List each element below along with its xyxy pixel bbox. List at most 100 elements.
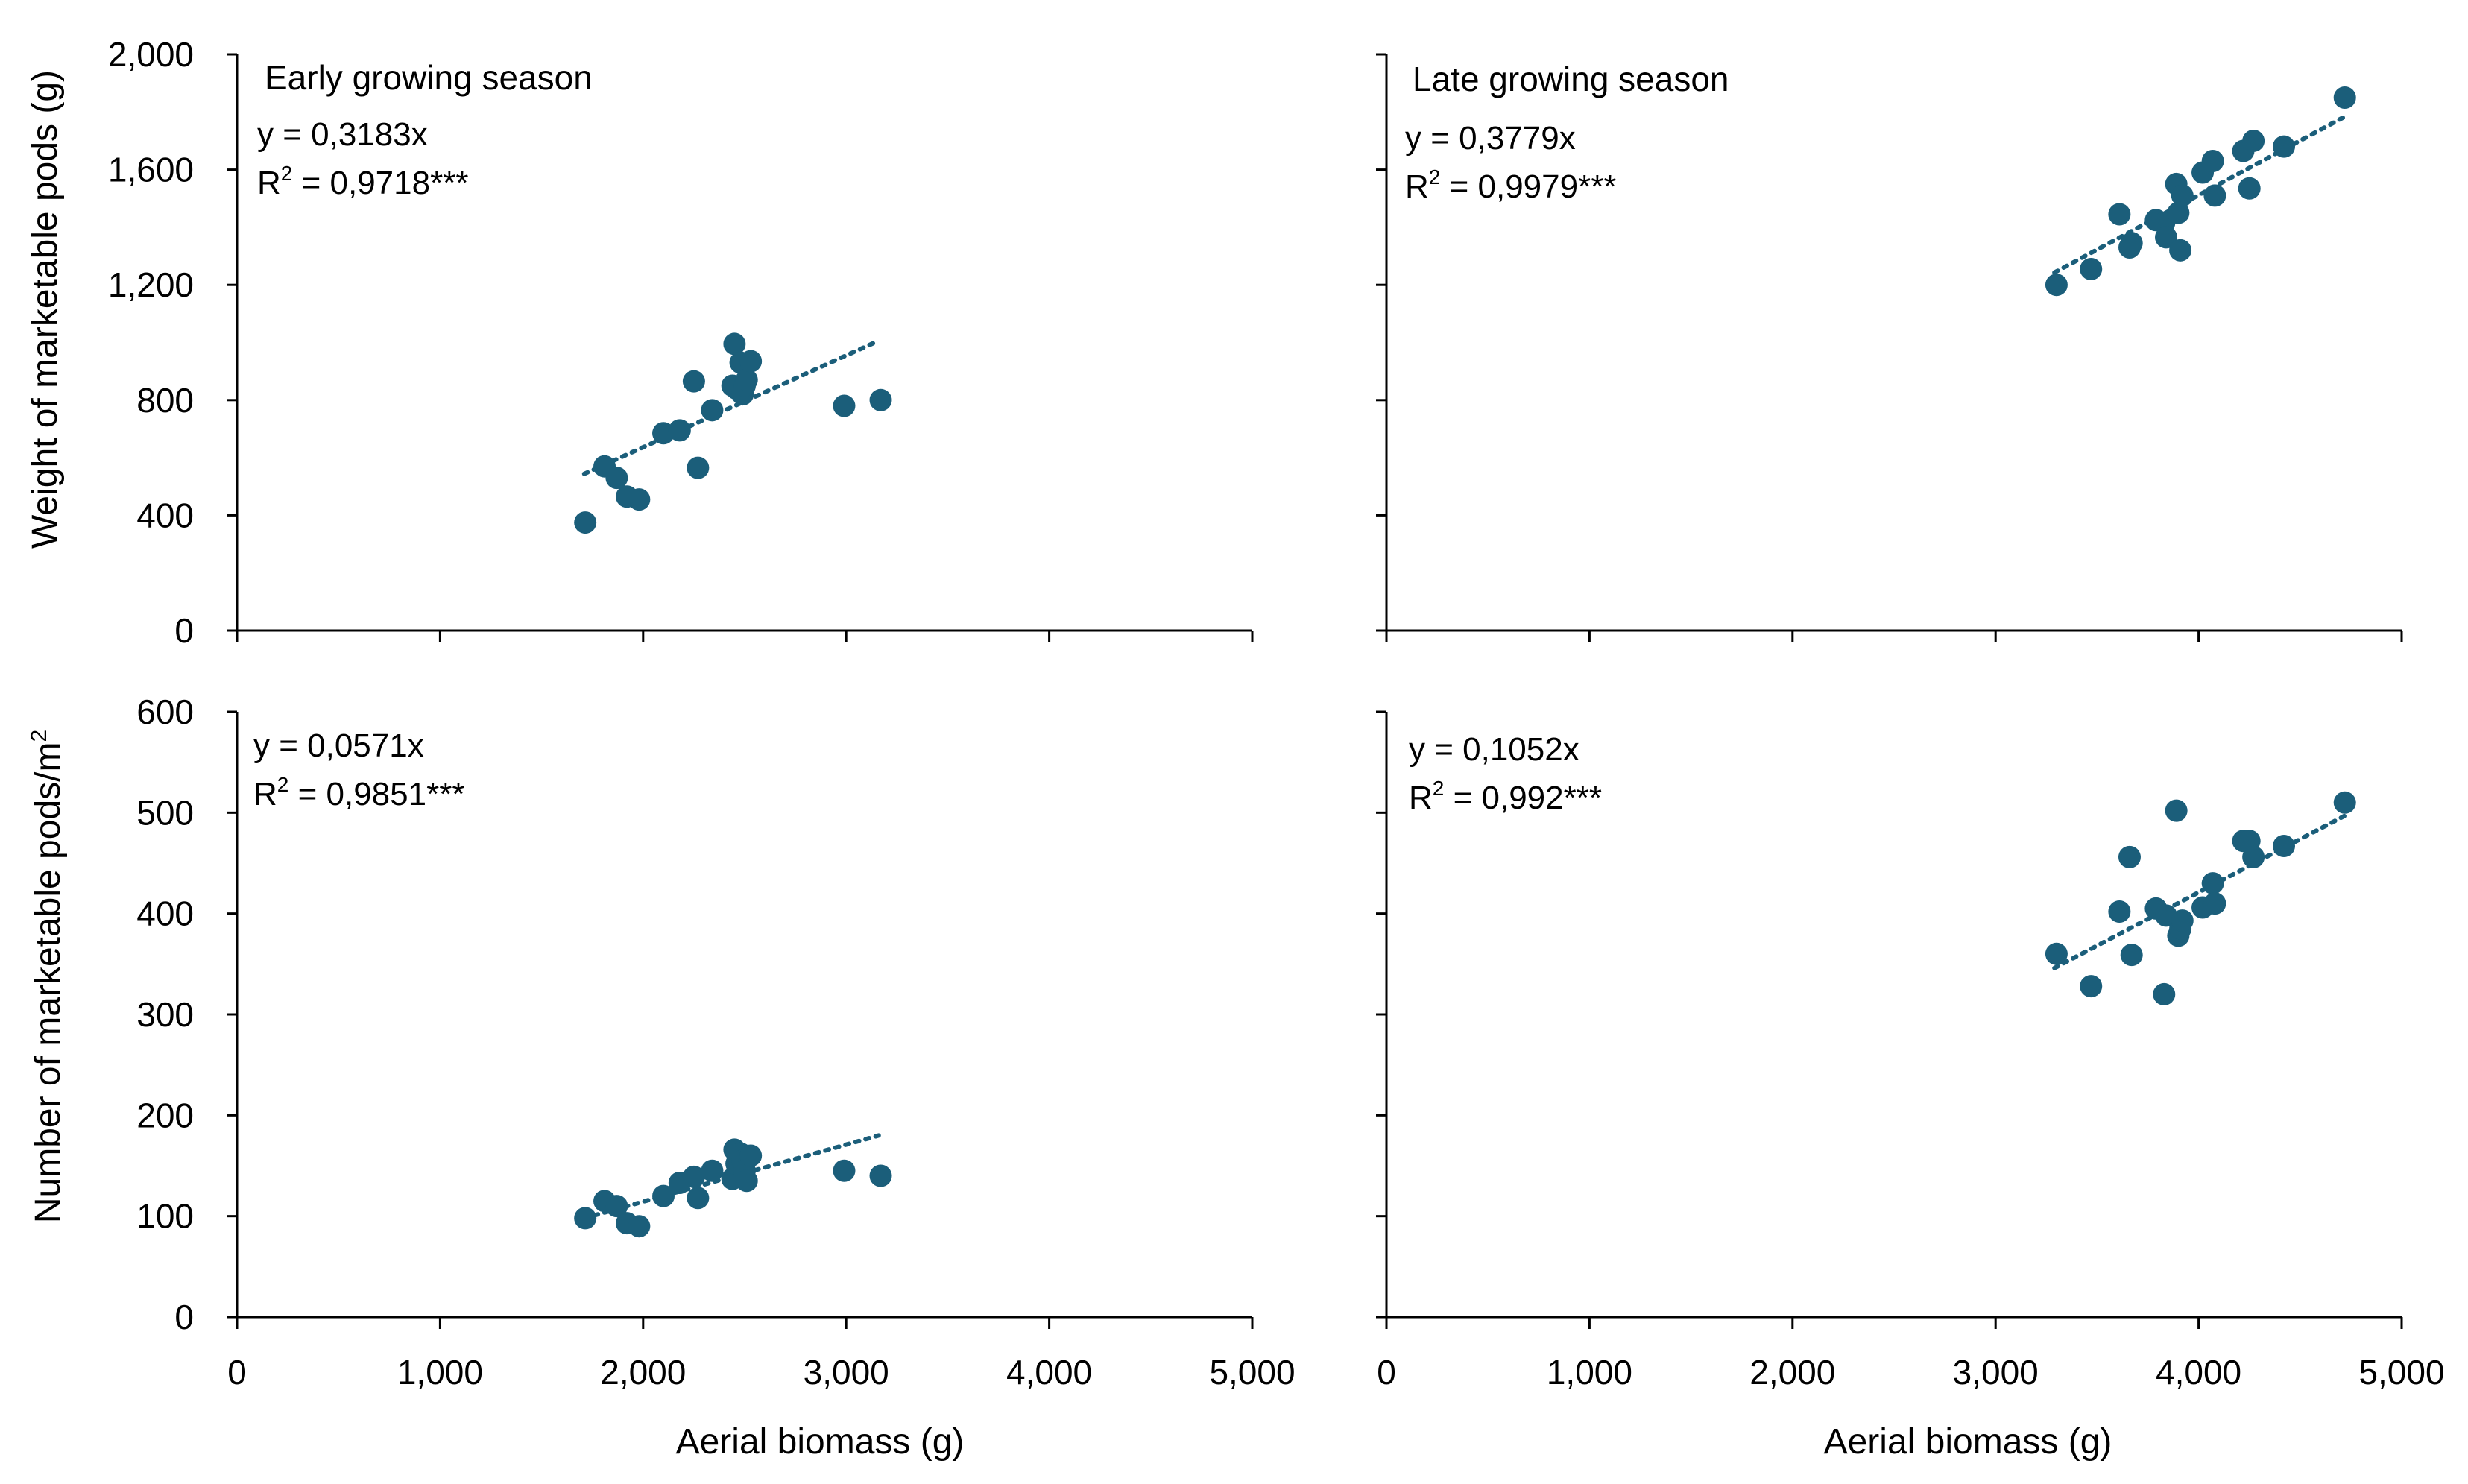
data-point [2203, 892, 2226, 915]
data-point [735, 1169, 758, 1193]
y-tick-label: 1,200 [108, 265, 194, 304]
season-label-early: Early growing season [265, 58, 593, 97]
x-tick-label: 3,000 [804, 1353, 889, 1392]
data-point [2273, 135, 2296, 158]
y-tick-label: 200 [136, 1096, 194, 1134]
x-tick-label: 5,000 [1209, 1353, 1295, 1392]
y-tick-label: 400 [136, 496, 194, 534]
r-squared-label: R2 = 0,9851*** [253, 773, 464, 812]
data-point [739, 350, 763, 373]
data-point [2120, 944, 2143, 967]
r-squared-value: = 0,9851*** [288, 776, 464, 812]
data-point [2080, 975, 2103, 998]
data-point [2201, 872, 2224, 895]
x-tick-label: 0 [227, 1353, 247, 1392]
data-point [2242, 129, 2265, 152]
panel-late-number: 0 1,000 2,000 3,000 4,000 5,000 y = 0,1052x R2 … [1376, 710, 2445, 1392]
data-point [2165, 799, 2188, 822]
data-point [2120, 232, 2143, 255]
data-point [574, 1207, 597, 1230]
data-point [682, 1165, 705, 1188]
data-point [833, 1159, 856, 1182]
r-squared-label: R2 = 0,9979*** [1405, 165, 1616, 205]
panel-late-weight: y = 0,3779x R2 = 0,9979*** [1376, 53, 2403, 642]
r-squared-prefix: R [253, 776, 277, 812]
r-squared-value: = 0,9718*** [292, 165, 468, 201]
r-squared-prefix: R [1409, 780, 1433, 816]
y-axis-title-number-sup: 2 [27, 730, 51, 742]
data-point [628, 1215, 651, 1238]
data-point [2153, 982, 2176, 1005]
trendline [581, 1133, 881, 1221]
data-point [605, 467, 628, 490]
data-point [2171, 184, 2194, 207]
data-point [2108, 900, 2131, 923]
data-point [628, 488, 651, 511]
y-axis-title-number-base: Number of marketable pods/m [28, 742, 68, 1224]
x-tick-label: 4,000 [1006, 1353, 1092, 1392]
x-axis-title-left: Aerial biomass (g) [676, 1422, 965, 1462]
data-point [869, 388, 892, 411]
x-tick-label: 1,000 [1547, 1353, 1632, 1392]
data-point [2045, 942, 2068, 965]
x-tick-label: 2,000 [600, 1353, 686, 1392]
x-tick-label: 0 [1377, 1353, 1396, 1392]
data-point [2273, 834, 2296, 857]
trendline [2052, 813, 2347, 970]
data-point [735, 368, 758, 391]
data-point [2242, 845, 2265, 868]
r-squared-label: R2 = 0,992*** [1409, 777, 1602, 816]
r-squared-label: R2 = 0,9718*** [257, 162, 468, 201]
x-axis-title-right: Aerial biomass (g) [1824, 1422, 2112, 1462]
y-axis-title-number: Number of marketable pods/m2 [27, 730, 68, 1223]
regression-equation: y = 0,3779x [1405, 120, 1576, 157]
data-point [723, 332, 746, 356]
x-tick-label: 4,000 [2156, 1353, 2241, 1392]
y-tick-label: 600 [136, 692, 194, 731]
regression-equation: y = 0,3183x [257, 116, 428, 153]
y-axis-title-weight: Weight of marketable pods (g) [25, 70, 65, 549]
data-point [2333, 791, 2356, 814]
data-point [2169, 239, 2192, 262]
y-tick-label: 2,000 [108, 35, 194, 74]
data-point [2171, 909, 2194, 932]
r-squared-prefix: R [257, 165, 281, 201]
y-tick-label: 0 [174, 611, 194, 650]
y-tick-label: 400 [136, 894, 194, 933]
y-tick-label: 0 [174, 1298, 194, 1336]
data-point [2108, 203, 2131, 226]
data-point [2333, 86, 2356, 109]
data-point [574, 511, 597, 534]
x-tick-label: 5,000 [2358, 1353, 2444, 1392]
trendline [2052, 114, 2347, 275]
x-tick-label: 3,000 [1953, 1353, 2039, 1392]
data-point [701, 399, 724, 422]
data-point [2203, 184, 2226, 207]
trendline [581, 338, 881, 476]
y-tick-label: 500 [136, 793, 194, 832]
panel-early-weight: 0 400 800 1,200 1,600 2,000 y = 0,3183x R2 = 0,… [108, 35, 1254, 650]
y-tick-label: 300 [136, 995, 194, 1034]
data-point [605, 1195, 628, 1218]
data-point [869, 1164, 892, 1187]
data-point [739, 1144, 763, 1167]
data-point [2080, 257, 2103, 280]
regression-equation: y = 0,1052x [1409, 731, 1579, 768]
data-point [833, 394, 856, 417]
season-label-late: Late growing season [1413, 60, 1729, 98]
r-squared-value: = 0,992*** [1444, 780, 1602, 816]
r-squared-sup: 2 [1429, 165, 1441, 189]
data-point [2045, 274, 2068, 297]
data-point [2167, 201, 2190, 224]
data-point [701, 1159, 724, 1182]
data-point [2118, 845, 2141, 868]
data-point [652, 1184, 675, 1207]
panel-early-number: 0 100 200 300 400 500 600 0 1,000 2,000 3,000 4,000… [136, 692, 1295, 1392]
r-squared-prefix: R [1405, 168, 1429, 205]
regression-equation: y = 0,0571x [253, 727, 424, 764]
x-tick-label: 1,000 [397, 1353, 483, 1392]
data-point [687, 456, 710, 479]
r-squared-sup: 2 [1433, 777, 1445, 800]
